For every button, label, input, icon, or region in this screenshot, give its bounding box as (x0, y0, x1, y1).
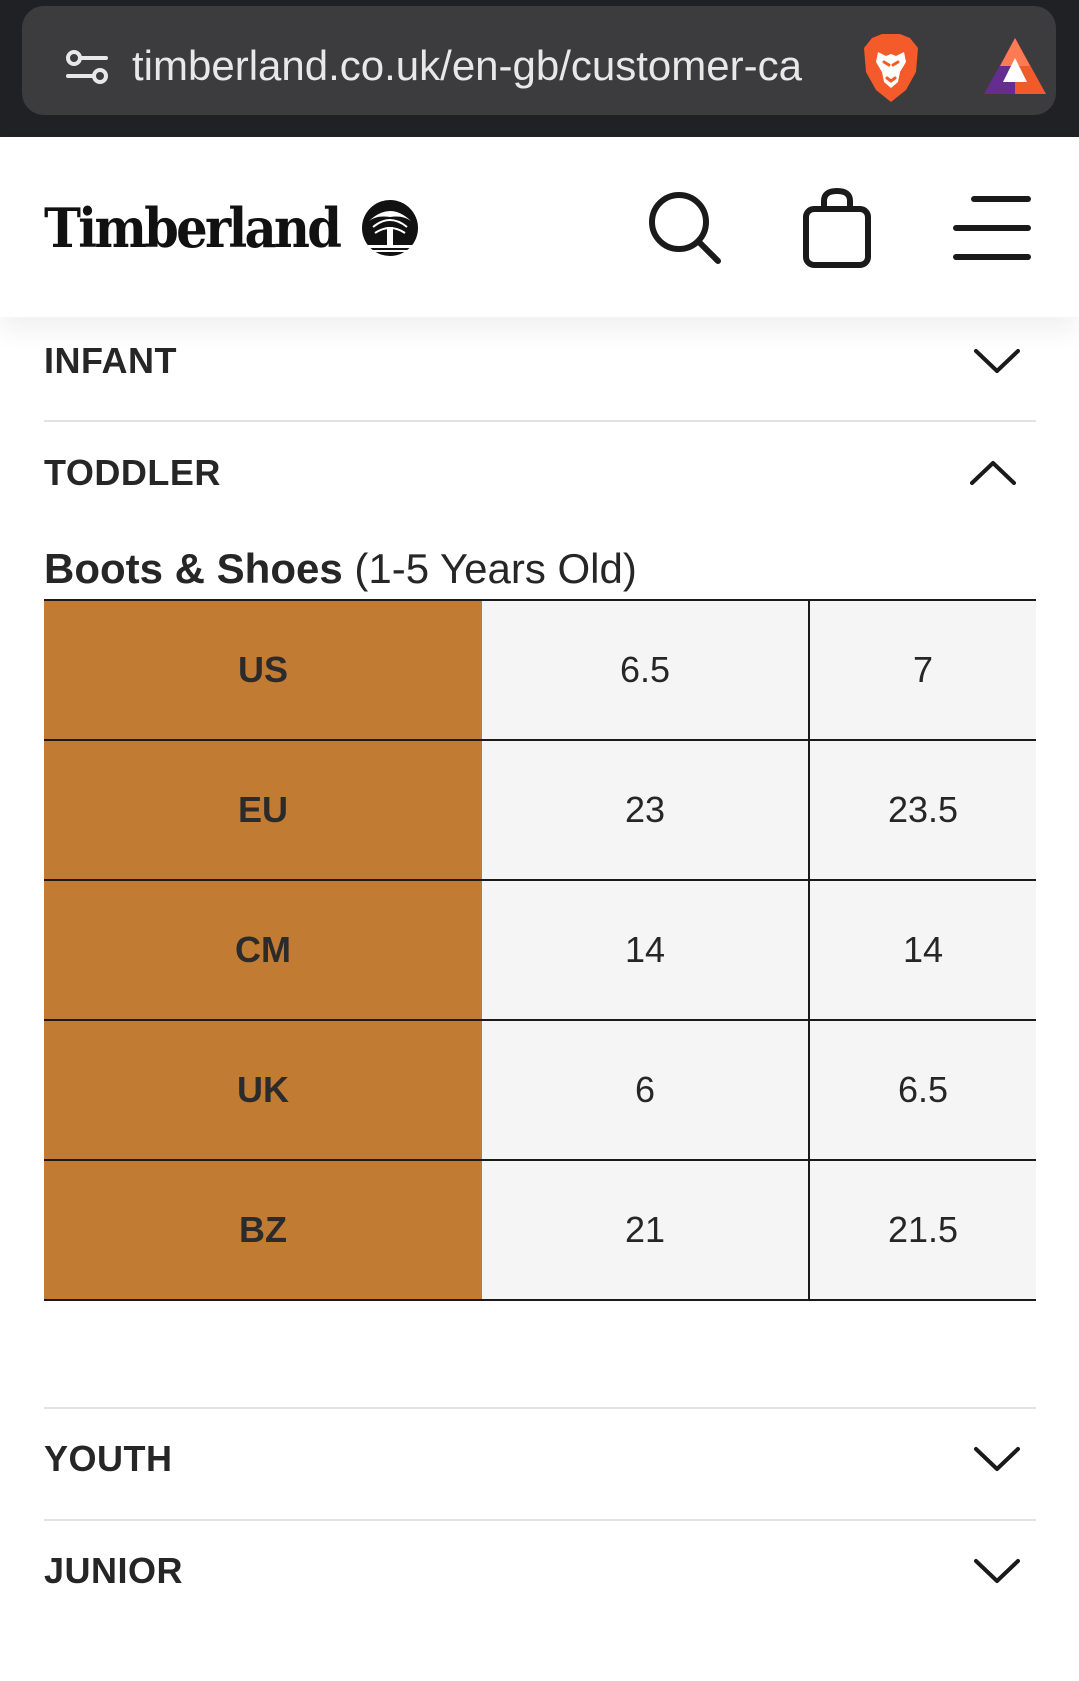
table-cell: 23.5 (809, 740, 1036, 881)
search-icon[interactable] (646, 189, 724, 267)
brave-lion-icon[interactable] (860, 32, 922, 104)
table-cell: 6 (482, 1020, 810, 1161)
brand-logo[interactable]: Timberland (44, 193, 421, 263)
row-label: CM (44, 880, 482, 1021)
table-row: CM 14 14 (44, 880, 1036, 1021)
accordion-toddler[interactable]: TODDLER (44, 423, 1036, 523)
shopping-bag-icon[interactable] (800, 187, 874, 269)
chevron-down-icon (974, 1447, 1020, 1471)
table-cell: 21 (482, 1160, 810, 1301)
address-bar[interactable]: timberland.co.uk/en-gb/customer-ca (22, 6, 1056, 115)
table-row: UK 6 6.5 (44, 1020, 1036, 1161)
table-row: US 6.5 7 (44, 600, 1036, 741)
table-cell: 23 (482, 740, 810, 881)
accordion-title-youth: YOUTH (44, 1438, 173, 1479)
accordion-title-junior: JUNIOR (44, 1550, 184, 1591)
accordion-title-toddler: TODDLER (44, 452, 221, 493)
table-cell: 7 (809, 600, 1036, 741)
accordion-youth[interactable]: YOUTH (44, 1409, 1036, 1509)
hamburger-menu-icon[interactable] (952, 193, 1032, 263)
section-heading-bold: Boots & Shoes (44, 545, 343, 592)
bat-triangle-icon[interactable] (982, 36, 1048, 96)
row-label: UK (44, 1020, 482, 1161)
chevron-down-icon (974, 349, 1020, 373)
divider (44, 420, 1036, 422)
table-cell: 6.5 (482, 600, 810, 741)
section-heading-age-range: (1-5 Years Old) (342, 545, 637, 592)
divider (44, 1407, 1036, 1409)
size-table: US 6.5 7 EU 23 23.5 CM 14 14 UK 6 6.5 BZ (44, 599, 1036, 1301)
site-settings-icon[interactable] (64, 44, 110, 90)
chevron-up-icon (970, 461, 1016, 485)
accordion-junior[interactable]: JUNIOR (44, 1521, 1036, 1621)
divider (44, 1519, 1036, 1521)
table-cell: 14 (809, 880, 1036, 1021)
url-text[interactable]: timberland.co.uk/en-gb/customer-ca (132, 42, 802, 89)
accordion-title-infant: INFANT (44, 340, 177, 381)
table-cell: 21.5 (809, 1160, 1036, 1301)
site-header: Timberland (0, 137, 1079, 317)
table-cell: 14 (482, 880, 810, 1021)
tree-logo-icon (361, 200, 418, 256)
table-cell: 6.5 (809, 1020, 1036, 1161)
table-row: EU 23 23.5 (44, 740, 1036, 881)
row-label: US (44, 600, 482, 741)
row-label: EU (44, 740, 482, 881)
brand-wordmark: Timberland (44, 196, 342, 260)
table-row: BZ 21 21.5 (44, 1160, 1036, 1301)
browser-toolbar: timberland.co.uk/en-gb/customer-ca (0, 0, 1079, 137)
row-label: BZ (44, 1160, 482, 1301)
chevron-down-icon (974, 1559, 1020, 1583)
accordion-infant[interactable]: INFANT (44, 311, 1036, 411)
section-heading: Boots & Shoes (1-5 Years Old) (44, 539, 637, 599)
